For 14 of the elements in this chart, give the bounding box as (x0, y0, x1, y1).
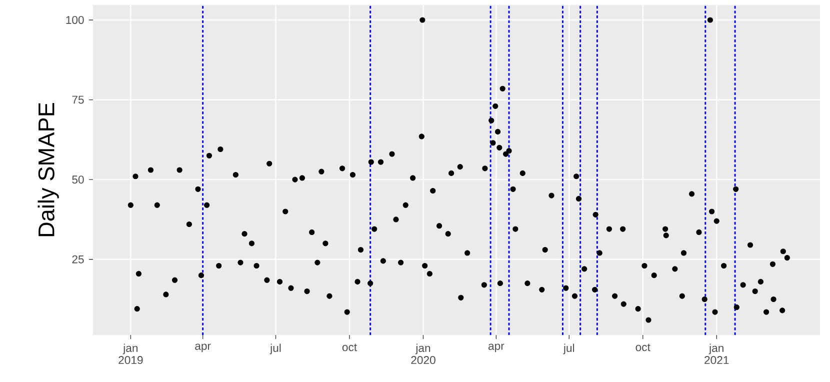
x-tick-label: oct (636, 344, 650, 352)
y-tick-label: 25 (72, 255, 84, 264)
x-tick-label: oct (342, 344, 357, 352)
x-tick-label: apr (488, 344, 504, 352)
y-tick-label: 50 (72, 176, 84, 184)
x-tick-label: jan 2021 (704, 344, 729, 364)
y-tick-label: 100 (66, 16, 84, 24)
x-tick-label: jul (270, 344, 281, 354)
y-tick-label: 75 (72, 96, 84, 104)
x-tick-label: jan 2020 (411, 344, 436, 364)
x-tick-label: jan 2019 (118, 344, 143, 364)
x-tick-label: apr (195, 344, 211, 352)
y-axis-title: Daily SMAPE (38, 103, 59, 236)
x-tick-label: jul (563, 344, 574, 354)
